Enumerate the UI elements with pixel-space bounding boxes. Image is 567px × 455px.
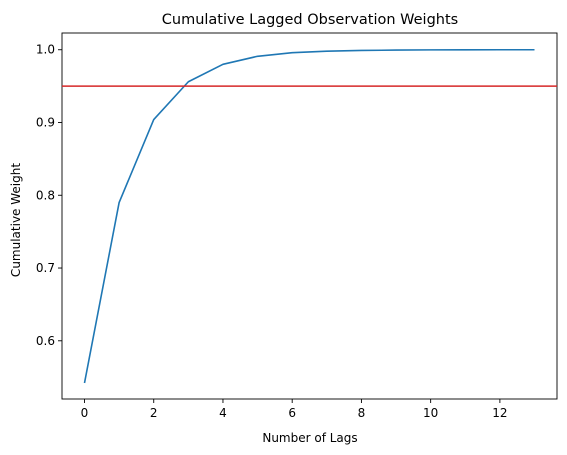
x-tick-label: 2	[150, 406, 158, 420]
series-line-0	[83, 48, 535, 384]
y-tick-label: 1.0	[36, 43, 55, 57]
x-axis-ticks: 0 2 4 6 8 10 12	[81, 399, 508, 420]
y-tick-label: 0.9	[36, 115, 55, 129]
x-tick-label: 4	[219, 406, 227, 420]
chart-title: Cumulative Lagged Observation Weights	[162, 12, 458, 28]
x-tick-label: 0	[81, 406, 89, 420]
y-axis-ticks: 0.6 0.7 0.8 0.9 1.0	[36, 43, 62, 348]
x-tick-label: 10	[423, 406, 438, 420]
y-tick-label: 0.8	[36, 188, 55, 202]
y-tick-label: 0.7	[36, 261, 55, 275]
x-tick-label: 12	[492, 406, 507, 420]
y-tick-label: 0.6	[36, 334, 55, 348]
axes-frame	[61, 32, 558, 400]
y-axis-label: Cumulative Weight	[9, 163, 23, 277]
x-tick-label: 6	[288, 406, 296, 420]
x-axis-label: Number of Lags	[262, 431, 357, 445]
data-layer	[62, 48, 557, 384]
plot-area	[61, 32, 558, 400]
x-tick-label: 8	[358, 406, 366, 420]
